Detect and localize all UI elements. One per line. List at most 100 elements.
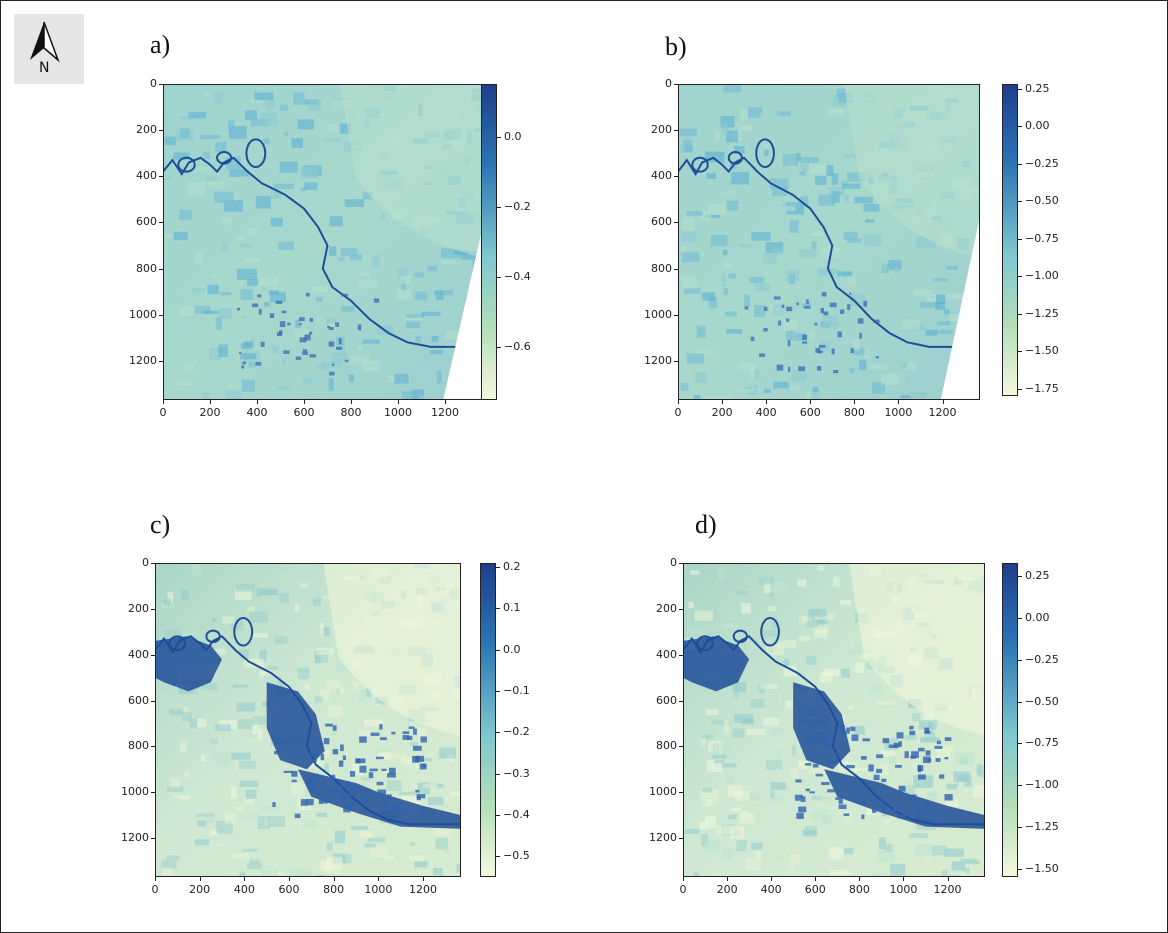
colorbar-tick-label: 0.00: [1025, 611, 1050, 625]
colorbar-tick-label: 0.25: [1025, 569, 1050, 583]
y-tick-label: 800: [656, 739, 677, 753]
y-tick-label: 1000: [644, 307, 672, 321]
x-tick-label: 200: [199, 406, 221, 419]
x-tickmark: [678, 400, 679, 404]
colorbar-tick-label: −1.50: [1025, 861, 1059, 875]
y-tickmark: [674, 84, 678, 85]
y-tick-label: 0: [670, 556, 677, 569]
colorbar-tick-label: −1.50: [1025, 344, 1059, 357]
colorbar-tickmark: [496, 815, 500, 817]
colorbar-tickmark: [496, 649, 500, 651]
x-tickmark: [859, 877, 861, 881]
x-tick-label: 400: [233, 883, 255, 896]
y-tickmark: [159, 84, 163, 85]
map-panel-c: 0 200 400 600 800 1000 1200 0 200 400 600 800 1000 12…: [121, 556, 461, 896]
y-tickmark: [679, 654, 683, 656]
colorbar-tick-label: −0.1: [503, 684, 530, 698]
x-tickmark: [155, 877, 156, 881]
colorbar-tick-label: −0.25: [1025, 652, 1059, 666]
x-tick-label: 1000: [889, 883, 918, 896]
colorbar-tick-label: 0.0: [503, 642, 521, 656]
x-tick-label: 600: [293, 406, 315, 419]
y-tickmark: [674, 314, 678, 316]
colorbar-tick-label: −0.5: [503, 849, 530, 863]
colorbar-c: [480, 563, 496, 877]
colorbar-tickmark: [496, 732, 500, 734]
x-tickmark: [815, 877, 817, 881]
x-tick-label: 800: [323, 883, 345, 896]
colorbar-tick-label: −0.50: [1025, 694, 1059, 708]
panel-label-d: d): [695, 510, 717, 539]
y-tick-label: 400: [651, 169, 672, 183]
y-tickmark: [151, 746, 155, 748]
colorbar-tickmark: [1018, 388, 1022, 390]
x-tick-label: 1000: [384, 406, 413, 419]
colorbar-tickmark: [497, 136, 501, 138]
colorbar-tick-label: −0.4: [504, 270, 531, 284]
y-tickmark: [159, 268, 163, 270]
y-tick-label: 600: [136, 215, 157, 229]
x-tickmark: [257, 400, 258, 404]
y-tick-label: 1200: [121, 831, 149, 845]
y-tick-label: 800: [136, 261, 157, 275]
x-tick-label: 400: [755, 406, 777, 419]
north-label: N: [39, 60, 50, 76]
colorbar-tick-label: −0.3: [503, 766, 530, 780]
colorbar-tickmark: [496, 691, 500, 693]
x-tickmark: [351, 400, 353, 404]
x-tick-label: 800: [843, 406, 865, 419]
colorbar-tickmark: [1018, 163, 1022, 165]
colorbar-tick-label: −1.25: [1025, 819, 1059, 833]
y-tickmark: [159, 176, 163, 178]
colorbar-tick-label: −1.00: [1025, 778, 1059, 792]
map-image-c: [155, 563, 461, 877]
colorbar-tick-label: −0.2: [504, 199, 531, 213]
x-tickmark: [244, 877, 246, 881]
y-tickmark: [674, 268, 678, 270]
y-tick-label: 0: [665, 77, 672, 90]
north-arrow: N: [14, 14, 84, 84]
x-tick-label: 1000: [364, 883, 393, 896]
colorbar-tick-label: −0.4: [503, 808, 530, 822]
map-panel-a: 0 200 400 600 800 1000 1200 0 200 400 600 800 1000 12…: [129, 77, 485, 419]
colorbar-tickmark: [1018, 126, 1022, 127]
map-panel-b: 0 200 400 600 800 1000 1200 0 200 400 600 800 1000 12…: [644, 77, 980, 419]
x-tickmark: [423, 877, 425, 881]
x-tickmark: [398, 400, 400, 404]
y-tick-label: 400: [136, 169, 157, 183]
colorbar-tickmark: [1018, 659, 1022, 661]
x-tick-label: 400: [246, 406, 268, 419]
y-tick-label: 600: [128, 693, 149, 707]
colorbar-tickmark: [1018, 276, 1022, 277]
x-tick-label: 800: [848, 883, 870, 896]
panel-label-a: a): [150, 30, 171, 59]
y-tick-label: 0: [150, 77, 157, 90]
x-tickmark: [727, 877, 729, 881]
map-image-d: [683, 563, 985, 877]
x-tickmark: [771, 877, 773, 881]
map-panel-d: 0 200 400 600 800 1000 1200 0 200 400 600 800 1000 12…: [649, 556, 985, 896]
colorbar-tick-label: −0.2: [503, 725, 530, 739]
x-tick-label: 1200: [431, 406, 460, 419]
y-tickmark: [679, 746, 683, 748]
x-tickmark: [766, 400, 768, 404]
colorbar-tick-label: −1.75: [1025, 381, 1059, 395]
y-tickmark: [679, 700, 683, 702]
x-tick-label: 0: [679, 883, 687, 896]
y-tickmark: [151, 563, 155, 564]
y-tickmark: [151, 792, 155, 794]
x-tickmark: [378, 877, 380, 881]
colorbar-tickmark: [497, 206, 501, 208]
y-tickmark: [159, 360, 163, 362]
y-tickmark: [151, 608, 155, 610]
x-tick-label: 600: [804, 883, 826, 896]
colorbar-tick-label: −0.6: [504, 340, 531, 354]
y-tick-label: 1000: [121, 785, 149, 799]
y-tickmark: [679, 838, 683, 840]
panel-label-c: c): [150, 510, 171, 539]
y-tickmark: [674, 360, 678, 362]
x-tick-label: 0: [159, 406, 167, 419]
colorbar-tick-label: 0.1: [503, 601, 521, 615]
colorbar-tick-label: −0.50: [1025, 194, 1059, 207]
y-tick-label: 400: [656, 647, 677, 661]
